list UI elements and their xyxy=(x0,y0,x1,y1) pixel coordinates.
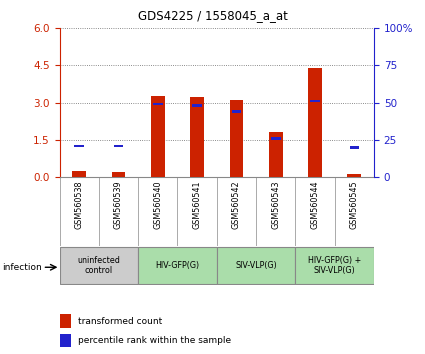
Bar xyxy=(310,100,320,102)
Bar xyxy=(112,172,125,177)
Bar xyxy=(190,97,204,177)
Text: transformed count: transformed count xyxy=(78,317,162,326)
Bar xyxy=(232,110,241,113)
Bar xyxy=(72,171,86,177)
Bar xyxy=(153,103,163,105)
Bar xyxy=(151,97,164,177)
Text: infection: infection xyxy=(2,263,42,272)
Bar xyxy=(308,68,322,177)
Text: GSM560545: GSM560545 xyxy=(350,181,359,229)
Bar xyxy=(295,247,374,284)
Text: HIV-GFP(G) +
SIV-VLP(G): HIV-GFP(G) + SIV-VLP(G) xyxy=(308,256,361,275)
Bar xyxy=(192,104,202,107)
Bar xyxy=(113,144,123,147)
Text: GSM560542: GSM560542 xyxy=(232,181,241,229)
Text: GDS4225 / 1558045_a_at: GDS4225 / 1558045_a_at xyxy=(138,9,287,22)
Bar xyxy=(348,174,361,177)
Bar xyxy=(60,334,71,347)
Text: percentile rank within the sample: percentile rank within the sample xyxy=(78,336,231,345)
Text: uninfected
control: uninfected control xyxy=(77,256,120,275)
Text: GSM560539: GSM560539 xyxy=(114,181,123,229)
Text: SIV-VLP(G): SIV-VLP(G) xyxy=(235,261,277,270)
Bar xyxy=(138,247,217,284)
Text: GSM560543: GSM560543 xyxy=(271,181,280,229)
Bar xyxy=(271,137,281,139)
Bar xyxy=(60,247,138,284)
Text: GSM560541: GSM560541 xyxy=(193,181,201,229)
Text: GSM560538: GSM560538 xyxy=(75,181,84,229)
Text: GSM560544: GSM560544 xyxy=(311,181,320,229)
Bar xyxy=(269,132,283,177)
Text: HIV-GFP(G): HIV-GFP(G) xyxy=(156,261,199,270)
Bar xyxy=(60,314,71,328)
Bar xyxy=(349,146,359,149)
Text: GSM560540: GSM560540 xyxy=(153,181,162,229)
Bar xyxy=(230,100,243,177)
Bar xyxy=(217,247,295,284)
Bar xyxy=(74,144,84,147)
